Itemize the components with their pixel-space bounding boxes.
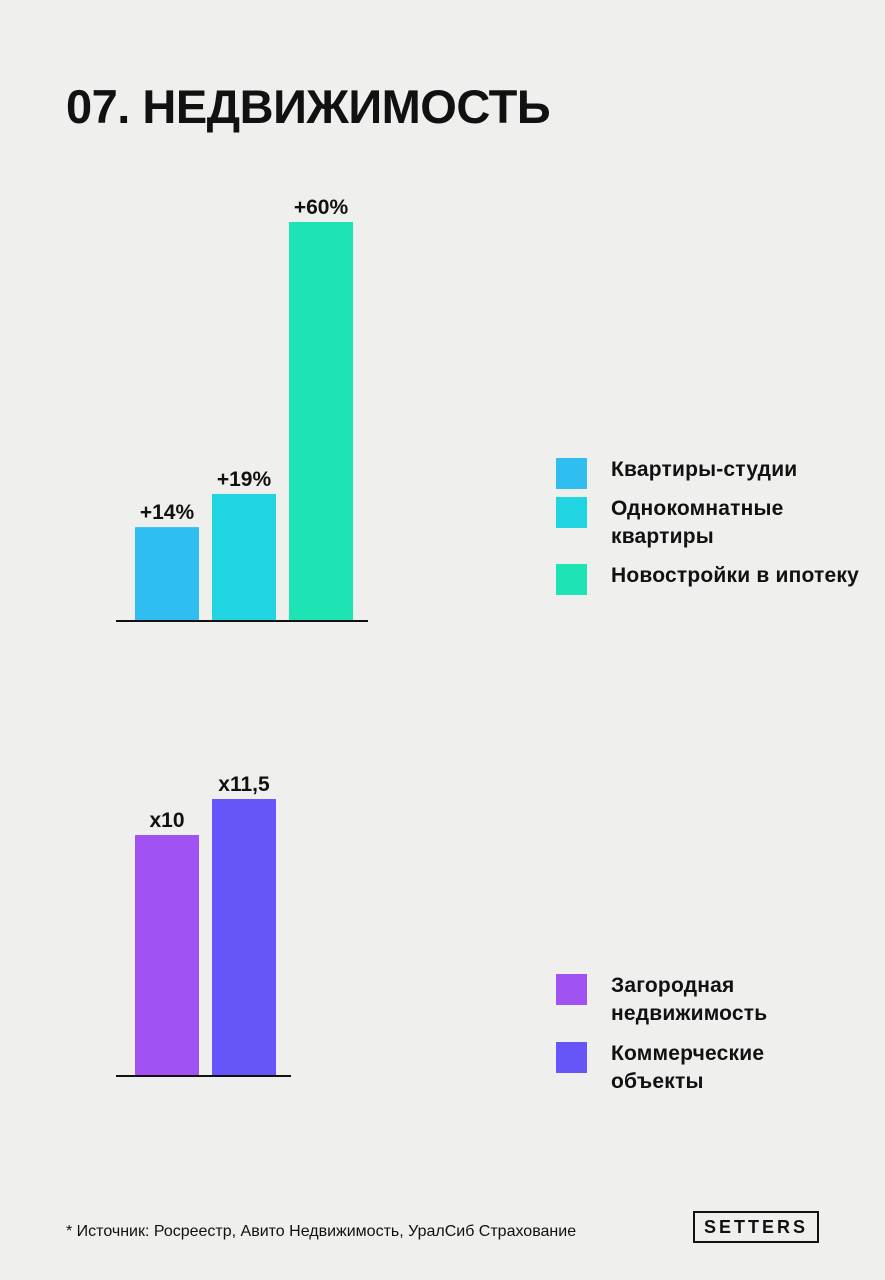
page-title: 07. НЕДВИЖИМОСТЬ xyxy=(66,80,551,133)
legend-swatch-new-buildings xyxy=(556,564,587,595)
legend-label-commercial: Коммерческие объекты xyxy=(611,1042,765,1093)
data-label-0-1: +19% xyxy=(217,468,272,491)
chart-multiplier: x10 x11,5 xyxy=(116,773,291,1077)
bar-1-1 xyxy=(212,799,276,1075)
legend-label-one-room: Однокомнатные квартиры xyxy=(611,497,784,548)
legend-label-studios: Квартиры-студии xyxy=(611,458,798,481)
legend-multiplier: Загородная недвижимость Коммерческие объ… xyxy=(556,972,861,1108)
legend-item-commercial: Коммерческие объекты xyxy=(556,1040,861,1096)
legend-swatch-one-room xyxy=(556,497,587,528)
data-label-1-1: x11,5 xyxy=(218,773,270,796)
legend-swatch-studios xyxy=(556,458,587,489)
bar-0-2 xyxy=(289,222,353,620)
data-label-1-0: x10 xyxy=(149,809,184,832)
legend-label-country-property: Загородная недвижимость xyxy=(611,974,768,1025)
legend-swatch-commercial xyxy=(556,1042,587,1073)
legend-label-new-buildings: Новостройки в ипотеку xyxy=(611,564,859,587)
legend-item-new-buildings: Новостройки в ипотеку xyxy=(556,562,861,595)
legend-item-country-property: Загородная недвижимость xyxy=(556,972,861,1028)
legend-item-one-room: Однокомнатные квартиры xyxy=(556,495,861,551)
legend-swatch-country-property xyxy=(556,974,587,1005)
source-note: * Источник: Росреестр, Авито Недвижимост… xyxy=(66,1223,577,1240)
legend-growth: Квартиры-студии Однокомнатные квартиры Н… xyxy=(556,456,861,601)
bar-0-0 xyxy=(135,527,199,620)
bar-0-1 xyxy=(212,493,276,620)
bar-1-0 xyxy=(135,835,199,1075)
data-label-0-2: +60% xyxy=(294,196,349,219)
brand-logo: SETTERS xyxy=(693,1211,819,1243)
legend-item-studios: Квартиры-студии xyxy=(556,456,861,489)
data-label-0-0: +14% xyxy=(140,501,195,524)
chart-growth: +14% +19% +60% xyxy=(116,196,368,622)
